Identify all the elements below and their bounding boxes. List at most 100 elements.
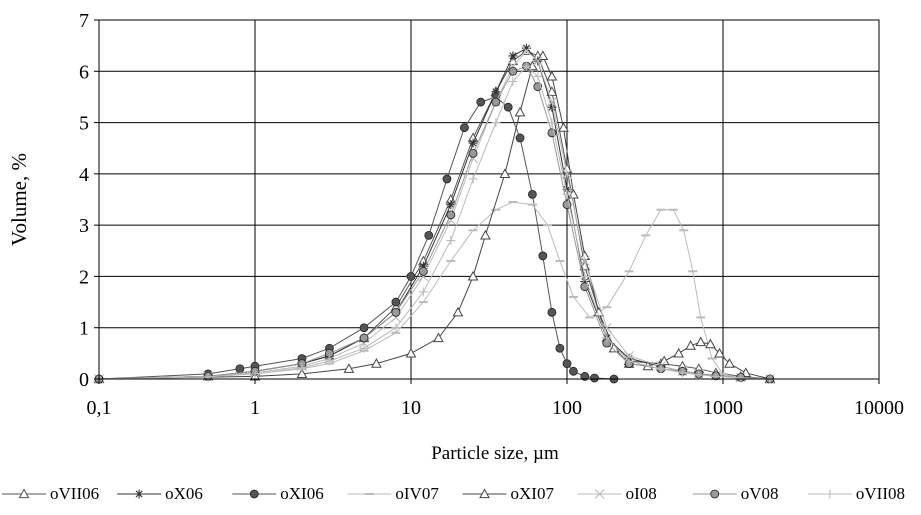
data-point [521,61,531,71]
legend-label: oI08 [626,484,657,503]
data-point [446,236,456,246]
legend-item: oI08 [577,484,657,503]
data-point [359,323,369,333]
series-line [98,50,771,380]
data-point [562,189,572,199]
data-point [562,168,572,179]
legend-item: oVII06 [2,484,99,503]
data-point [521,45,532,56]
data-point [705,338,716,349]
data-point [562,359,572,369]
data-point [446,210,456,220]
data-point [533,71,543,81]
data-point [480,229,491,240]
x-tick-label: 100 [552,397,582,419]
data-point [695,336,707,347]
data-point [546,86,558,96]
data-point [391,323,401,333]
data-point [433,332,444,343]
data-point [724,358,735,368]
y-tick-label: 5 [79,113,89,135]
data-point [203,372,213,382]
legend-label: oIV07 [395,484,439,503]
data-point [468,138,478,148]
data-point [424,230,434,240]
data-point [406,272,416,281]
series-line [98,65,771,380]
data-point [714,347,725,358]
axis-ticks: 0 1 2 3 4 5 6 7 0,1 1 10 100 1000 10000 [79,10,904,419]
legend: oVII06 oX06 oXI06 oIV07 oXI07 oI08 oV08 oVII08 [2,484,905,503]
grid [98,19,880,380]
y-tick-label: 2 [79,266,89,288]
data-point [476,97,486,107]
data-point [562,184,572,194]
data-point [580,271,590,281]
data-point [677,368,687,378]
data-point [527,189,537,199]
data-point [508,66,518,76]
data-point [624,356,634,366]
legend-label: oV08 [741,484,779,503]
data-point [446,200,456,210]
data-point [296,368,308,378]
y-tick-label: 1 [79,318,89,340]
data-point [532,56,543,66]
data-point [537,50,549,60]
data-point [452,306,464,317]
y-tick-label: 7 [79,10,89,32]
legend-marker [249,489,259,499]
data-point [499,168,511,178]
data-point [418,287,428,297]
x-tick-label: 1000 [703,397,743,419]
data-point [359,343,369,353]
data-point [685,340,696,350]
legend-marker [479,488,490,499]
data-point [250,369,260,379]
legend-marker [825,489,835,499]
x-axis-label: Particle size, µm [431,443,559,464]
legend-item: oXI06 [232,484,324,503]
plot-area [98,19,880,380]
data-point [503,102,513,112]
data-point [418,261,428,271]
data-point [547,118,557,128]
data-point [546,97,557,107]
series-oXI07 [93,50,776,384]
data-point [325,348,334,358]
data-point [343,363,355,373]
legend-item: oIV07 [347,484,439,503]
series-line [98,65,771,380]
series-oXI06 [94,92,619,384]
data-point [515,133,525,143]
legend-item: oV08 [692,484,779,503]
data-point [546,70,558,81]
data-point [673,347,685,358]
data-point [491,87,501,97]
legend-marker [594,489,605,499]
y-axis-label: Volume, % [7,153,31,246]
data-point [418,266,428,276]
data-point [694,370,704,380]
legend-label: oVII08 [856,484,905,503]
series-oV08 [94,61,775,384]
data-point [590,373,599,383]
data-point [391,307,401,317]
series-oX06 [94,43,775,384]
series-line [98,96,615,380]
x-tick-label: 10 [401,397,421,419]
series-line [98,47,771,380]
legend-item: oX06 [117,484,203,503]
data-point [658,355,670,366]
series-oVII08 [94,61,775,384]
data-point [736,373,746,383]
x-tick-label: 1 [250,397,260,419]
y-tick-label: 0 [79,369,89,391]
legend-marker [134,489,144,499]
data-point [555,343,565,353]
legend-label: oVII06 [50,484,99,503]
data-point [521,43,531,53]
data-point [491,118,501,128]
